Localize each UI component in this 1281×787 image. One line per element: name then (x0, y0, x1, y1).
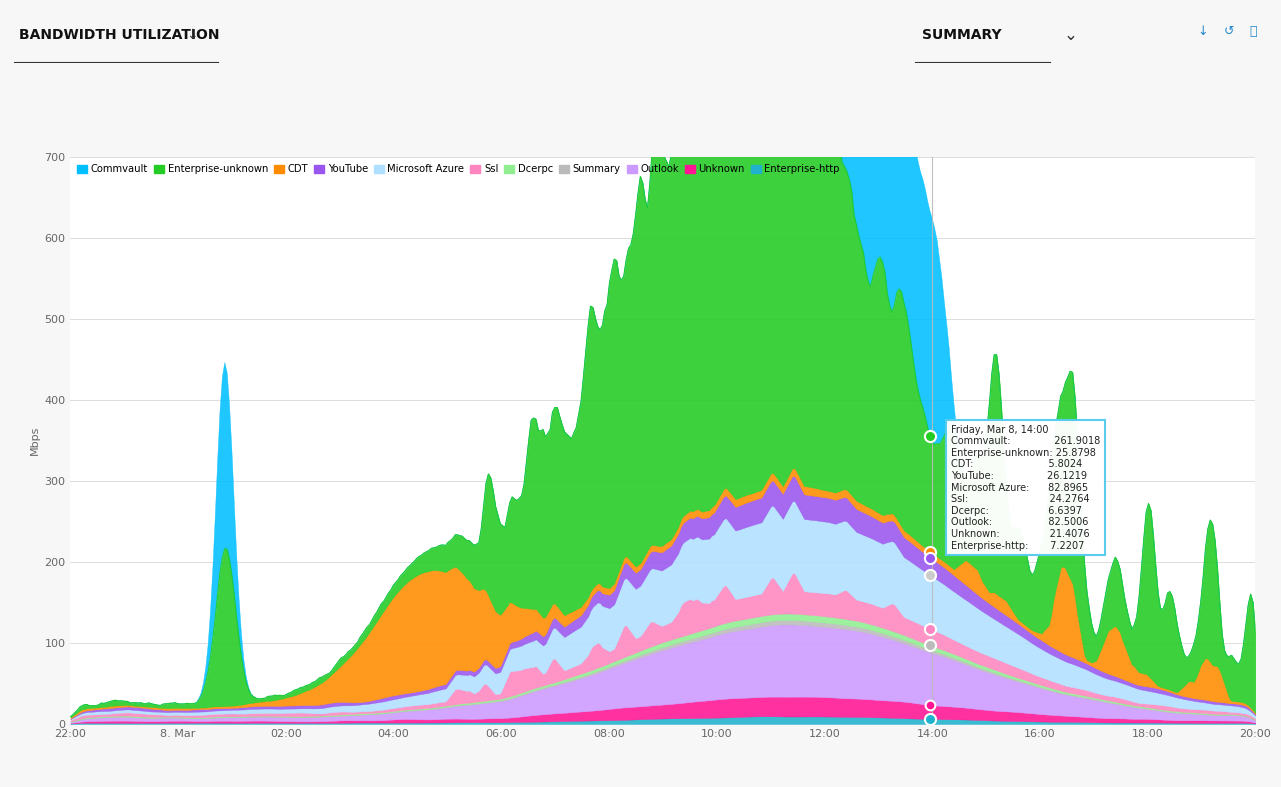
Text: ⤢: ⤢ (1249, 25, 1257, 38)
Text: BANDWIDTH UTILIZATION: BANDWIDTH UTILIZATION (19, 28, 220, 42)
Text: ↺: ↺ (1223, 25, 1234, 38)
Legend: Commvault, Enterprise-unknown, CDT, YouTube, Microsoft Azure, Ssl, Dcerpc, Summa: Commvault, Enterprise-unknown, CDT, YouT… (76, 162, 842, 176)
Text: ↓: ↓ (186, 28, 197, 42)
Y-axis label: Mbps: Mbps (31, 426, 40, 456)
Text: SUMMARY: SUMMARY (922, 28, 1002, 42)
Text: ↓: ↓ (1198, 25, 1208, 38)
Text: ⌄: ⌄ (1063, 26, 1077, 43)
Text: Friday, Mar 8, 14:00
Commvault:              261.9018
Enterprise-unknown: 25.879: Friday, Mar 8, 14:00 Commvault: 261.9018… (952, 424, 1100, 551)
